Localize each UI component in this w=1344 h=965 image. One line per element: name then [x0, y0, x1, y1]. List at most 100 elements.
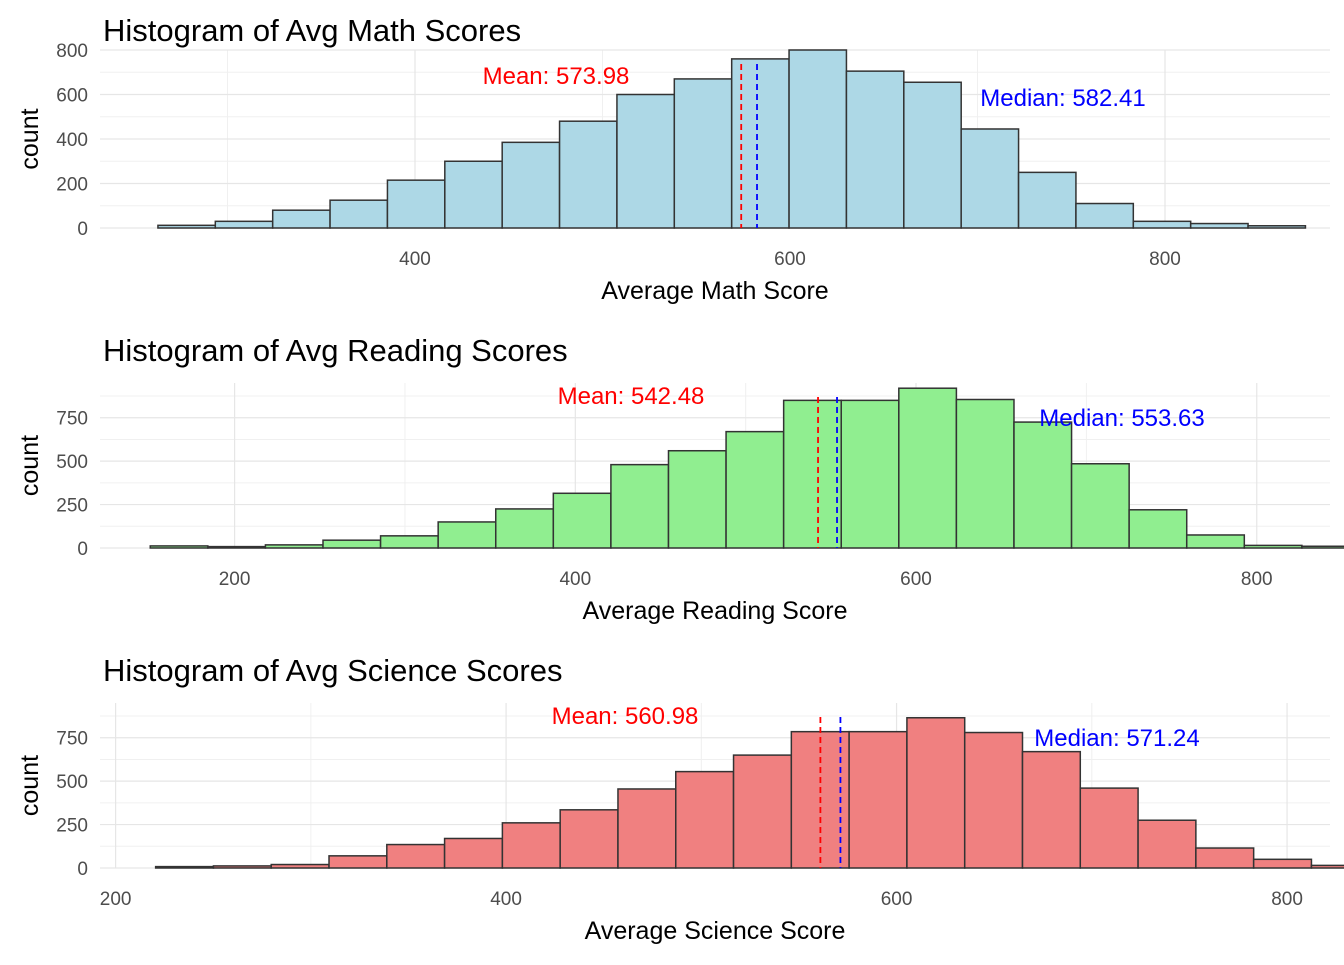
- histogram-bar: [732, 754, 793, 869]
- mean-label: Mean: 542.48: [558, 383, 705, 410]
- histogram-bar: [157, 224, 217, 229]
- y-tick-label: 500: [56, 452, 88, 473]
- x-tick-label: 400: [490, 889, 522, 910]
- histogram-bar: [1310, 864, 1344, 869]
- histogram-bar: [782, 399, 842, 549]
- median-label: Median: 553.63: [1039, 405, 1204, 432]
- y-tick-label: 750: [56, 409, 88, 430]
- x-tick-label: 800: [1271, 889, 1303, 910]
- histogram-bar: [437, 521, 497, 549]
- histogram-bar: [1137, 819, 1197, 869]
- histogram-bar: [386, 179, 446, 229]
- y-tick-label: 250: [56, 496, 88, 517]
- histogram-panel-3: Mean: 560.98 Median: 571.24 Histogram of A…: [16, 653, 1344, 945]
- y-tick-label: 400: [56, 130, 88, 151]
- mean-label: Mean: 560.98: [552, 703, 699, 730]
- histogram-bar: [848, 730, 908, 869]
- x-tick-label: 400: [399, 249, 431, 270]
- histogram-bar: [667, 449, 727, 549]
- histogram-bar: [207, 545, 267, 549]
- histogram-bar: [552, 492, 612, 549]
- histogram-bar: [328, 855, 388, 869]
- histogram-bar: [1132, 220, 1192, 229]
- histogram-bar: [559, 809, 619, 869]
- x-tick-label: 400: [559, 569, 591, 590]
- histogram-bar: [1079, 787, 1139, 869]
- histogram-bar: [271, 209, 331, 229]
- x-tick-label: 200: [219, 569, 251, 590]
- mean-label: Mean: 573.98: [483, 63, 630, 90]
- histogram-bar: [675, 770, 735, 869]
- y-tick-label: 750: [56, 729, 88, 750]
- histogram-bar: [1252, 858, 1313, 869]
- histogram-bar: [840, 399, 900, 549]
- histogram-bar: [1021, 750, 1082, 869]
- x-axis-label: Average Science Score: [585, 917, 846, 945]
- x-tick-label: 800: [1149, 249, 1181, 270]
- median-label: Median: 582.41: [980, 85, 1145, 112]
- histogram-bar: [270, 863, 330, 869]
- y-tick-label: 0: [77, 859, 88, 880]
- histogram-panel-2: Mean: 542.48 Median: 553.63 Histogram of A…: [16, 333, 1344, 625]
- x-tick-label: 600: [900, 569, 932, 590]
- histogram-bar: [444, 160, 503, 229]
- histogram-bar: [154, 865, 215, 869]
- histogram-bar: [1243, 544, 1303, 549]
- y-tick-label: 250: [56, 816, 88, 837]
- y-tick-label: 0: [77, 539, 88, 560]
- y-tick-label: 200: [56, 175, 88, 196]
- histogram-bar: [329, 199, 389, 229]
- median-label: Median: 571.24: [1034, 725, 1199, 752]
- y-tick-label: 800: [56, 41, 88, 62]
- histogram-bar: [845, 70, 905, 229]
- x-tick-label: 600: [774, 249, 806, 270]
- histogram-bar: [443, 837, 504, 869]
- histogram-bar: [1189, 222, 1249, 229]
- y-axis-label: count: [16, 435, 44, 496]
- histogram-bar: [963, 731, 1024, 869]
- histogram-bar: [955, 398, 1015, 549]
- y-axis-label: count: [16, 755, 44, 816]
- histogram-bar: [1301, 545, 1344, 549]
- histogram-bar: [616, 93, 676, 229]
- histogram-bar: [898, 387, 958, 549]
- x-tick-label: 800: [1241, 569, 1273, 590]
- histogram-bar: [610, 463, 670, 549]
- histogram-bar: [558, 120, 618, 229]
- histogram-bar: [1017, 171, 1077, 229]
- y-tick-label: 500: [56, 772, 88, 793]
- histogram-bar: [906, 717, 966, 869]
- histogram-bar: [1075, 202, 1135, 229]
- histogram-bar: [1070, 463, 1130, 549]
- chart-title: Histogram of Avg Reading Scores: [103, 333, 568, 368]
- histogram-bar: [386, 843, 446, 869]
- histogram-bar: [1128, 509, 1188, 549]
- histogram-bar: [264, 544, 324, 549]
- x-tick-label: 200: [100, 889, 132, 910]
- histogram-panel-1: Mean: 573.98 Median: 582.41 Histogram of A…: [16, 13, 1330, 305]
- histogram-bar: [379, 535, 439, 549]
- histogram-bar: [673, 78, 733, 229]
- histogram-bar: [903, 81, 962, 229]
- histogram-bar: [788, 49, 848, 229]
- y-tick-label: 0: [77, 219, 88, 240]
- histogram-bar: [960, 128, 1020, 229]
- histogram-bar: [1247, 225, 1307, 229]
- histogram-bar: [214, 220, 274, 229]
- chart-title: Histogram of Avg Math Scores: [103, 13, 521, 48]
- histogram-bar: [1185, 534, 1246, 549]
- histogram-bar: [501, 141, 561, 229]
- histogram-bar: [494, 508, 555, 549]
- histogram-bar: [212, 865, 272, 869]
- histogram-bar: [501, 822, 561, 869]
- y-tick-label: 600: [56, 86, 88, 107]
- x-tick-label: 600: [881, 889, 913, 910]
- y-axis-label: count: [16, 108, 44, 169]
- x-axis-label: Average Math Score: [601, 277, 828, 305]
- chart-title: Histogram of Avg Science Scores: [103, 653, 562, 688]
- histogram-bar: [1195, 847, 1255, 869]
- histogram-bar: [149, 545, 209, 549]
- histogram-bar: [1013, 421, 1073, 549]
